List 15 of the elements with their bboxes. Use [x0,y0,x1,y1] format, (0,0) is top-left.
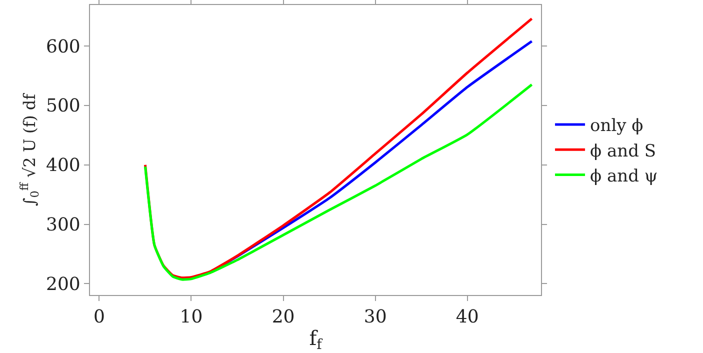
legend-label: ϕ and S [590,141,656,162]
legend-label: only ϕ [590,116,644,136]
y-tick-label: 200 [46,274,80,296]
x-tick-label: 10 [180,306,203,328]
x-tick-label: 0 [93,306,105,328]
legend-label: ϕ and ψ [590,166,658,186]
x-axis-title: f$_{f}$ [309,326,324,353]
x-tick-label: 20 [272,306,295,328]
y-tick-label: 600 [46,36,80,58]
y-tick-label: 300 [46,214,80,236]
x-tick-label: 30 [364,306,387,328]
y-tick-label: 500 [46,96,80,117]
y-tick-label: 400 [46,155,80,176]
x-tick-label: 40 [456,306,479,328]
line-series [144,83,534,281]
